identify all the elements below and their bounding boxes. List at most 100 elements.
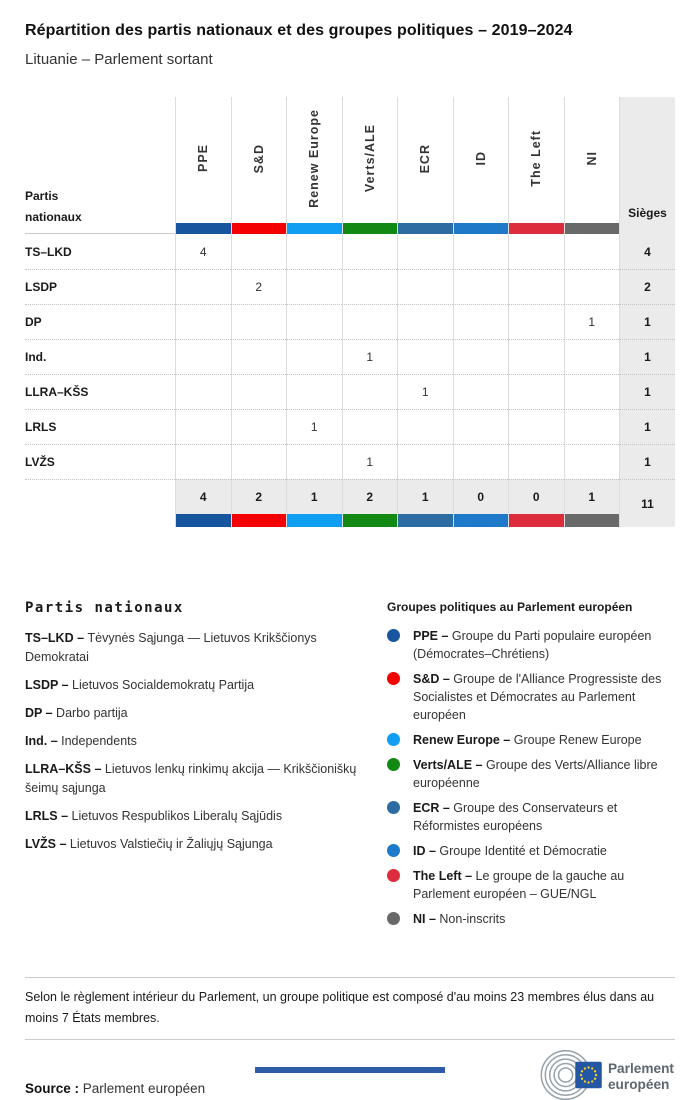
totals-color-bar — [509, 514, 564, 527]
group-header-cell: ID — [452, 97, 508, 234]
value-cell — [397, 339, 453, 374]
group-color-dot — [387, 844, 400, 857]
value-cell — [452, 444, 508, 479]
legend-party-item: LRLS – Lietuvos Respublikos Liberalų Sąj… — [25, 807, 367, 826]
party-name-cell: DP — [25, 304, 175, 339]
value-cell — [230, 234, 287, 269]
logo-text-line2: européen — [608, 1077, 669, 1092]
party-name-cell: LSDP — [25, 269, 175, 304]
group-header-label: NI — [584, 151, 599, 166]
legend-group-text: NI – Non-inscrits — [413, 910, 505, 928]
legend-group-abbr: NI – — [413, 912, 440, 926]
source-value: Parlement européen — [82, 1081, 206, 1096]
national-parties-legend-title: Partis nationaux — [25, 600, 184, 616]
legend-group-item: ECR – Groupe des Conservateurs et Réform… — [387, 799, 675, 835]
group-color-bar — [231, 223, 286, 234]
row-header-cell: Partis nationaux — [25, 97, 175, 234]
group-color-dot — [387, 672, 400, 685]
group-header-cell: PPE — [175, 97, 231, 234]
value-cell — [452, 269, 508, 304]
legend-party-name: Darbo partija — [56, 706, 128, 720]
legend-group-text: Renew Europe – Groupe Renew Europe — [413, 731, 642, 749]
legend-group-text: S&D – Groupe de l'Alliance Progressiste … — [413, 670, 675, 724]
value-cell — [175, 374, 231, 409]
totals-color-bar — [287, 514, 342, 527]
legend-party-abbr: DP – — [25, 706, 57, 720]
party-table: Partis nationaux PPE S&D Renew Europe Verts/… — [25, 97, 675, 527]
party-name-cell: Ind. — [25, 339, 175, 374]
totals-color-bar — [453, 514, 508, 527]
national-parties-legend: Partis nationaux TS–LKD – Tėvynės Sąjung… — [25, 600, 387, 935]
value-cell — [508, 234, 564, 269]
legend-group-text: The Left – Le groupe de la gauche au Par… — [413, 867, 675, 903]
divider-top — [25, 977, 675, 978]
value-cell — [397, 234, 453, 269]
value-cell — [286, 374, 342, 409]
value-cell — [452, 374, 508, 409]
group-header-label: ID — [473, 151, 488, 166]
legend-group-name: Groupe des Conservateurs et Réformistes … — [413, 801, 618, 833]
page-subtitle: Lituanie – Parlement sortant — [25, 51, 213, 68]
group-header-label: Renew Europe — [307, 109, 322, 208]
eu-flag-icon — [575, 1061, 602, 1089]
group-color-dot — [387, 801, 400, 814]
group-header-cell: Verts/ALE — [341, 97, 397, 234]
group-header-label: ECR — [418, 143, 433, 174]
totals-value: 0 — [477, 490, 485, 504]
totals-seats-cell: 11 — [619, 479, 675, 527]
legend-group-text: ECR – Groupe des Conservateurs et Réform… — [413, 799, 675, 835]
group-color-dot — [387, 733, 400, 746]
legend-party-abbr: LRLS – — [25, 809, 72, 823]
group-color-bar — [509, 223, 564, 234]
value-cell — [563, 234, 620, 269]
value-cell — [341, 304, 397, 339]
totals-cell: 0 — [452, 479, 508, 527]
legend-group-item: Renew Europe – Groupe Renew Europe — [387, 731, 675, 749]
legend-party-abbr: TS–LKD – — [25, 631, 88, 645]
legend-group-item: S&D – Groupe de l'Alliance Progressiste … — [387, 670, 675, 724]
source-row: Source : Parlement européen Parlement — [25, 1050, 675, 1100]
divider-bottom — [25, 1039, 675, 1040]
value-cell: 1 — [563, 304, 619, 339]
value-cell — [397, 269, 453, 304]
value-cell — [175, 269, 231, 304]
value-cell — [508, 409, 564, 444]
totals-value: 1 — [421, 490, 429, 504]
value-cell — [563, 409, 619, 444]
legend-group-text: PPE – Groupe du Parti populaire européen… — [413, 627, 675, 663]
legend-party-item: LSDP – Lietuvos Socialdemokratų Partija — [25, 676, 367, 695]
value-cell — [508, 374, 564, 409]
value-cell: 2 — [230, 269, 286, 304]
value-cell — [508, 444, 564, 479]
totals-cell: 1 — [286, 479, 342, 527]
seats-cell: 4 — [619, 234, 675, 269]
value-cell: 1 — [397, 374, 453, 409]
party-name-cell: LRLS — [25, 409, 175, 444]
value-cell — [341, 269, 397, 304]
value-cell — [397, 304, 453, 339]
value-cell — [508, 304, 564, 339]
value-cell — [175, 444, 231, 479]
value-cell — [175, 339, 231, 374]
national-parties-list: TS–LKD – Tėvynės Sąjunga — Lietuvos Krik… — [25, 629, 367, 854]
group-color-bar — [453, 223, 508, 234]
group-header-label: S&D — [251, 143, 266, 174]
value-cell: 1 — [286, 409, 342, 444]
legend-party-abbr: LVŽS – — [25, 837, 70, 851]
legend-party-name: Lietuvos Socialdemokratų Partija — [72, 678, 255, 692]
value-cell: 4 — [175, 234, 231, 269]
value-cell — [563, 444, 619, 479]
political-groups-legend-title: Groupes politiques au Parlement européen — [387, 600, 633, 614]
totals-cell: 2 — [230, 479, 286, 527]
value-cell — [175, 304, 231, 339]
page-title: Répartition des partis nationaux et des … — [25, 22, 573, 39]
value-cell — [508, 339, 564, 374]
value-cell — [563, 269, 619, 304]
value-cell — [286, 269, 342, 304]
legend-section: Partis nationaux TS–LKD – Tėvynės Sąjung… — [25, 600, 675, 935]
party-name-cell: TS–LKD — [25, 244, 72, 259]
group-color-bar — [564, 223, 619, 234]
group-color-dot — [387, 912, 400, 925]
legend-group-item: Verts/ALE – Groupe des Verts/Alliance li… — [387, 756, 675, 792]
value-cell — [452, 339, 508, 374]
